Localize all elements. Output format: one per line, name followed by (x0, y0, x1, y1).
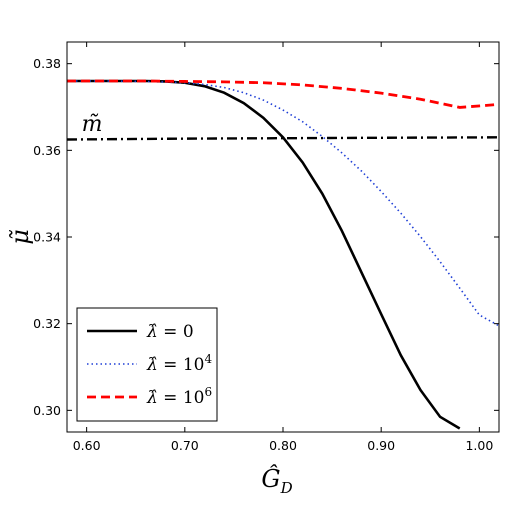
x-tick-label: 1.00 (465, 438, 493, 453)
series-line-1 (67, 80, 499, 327)
legend-label: λ̂ = 0 (146, 322, 194, 342)
series-line-2 (67, 79, 499, 109)
y-tick-label: 0.36 (33, 143, 61, 158)
y-axis-label: μ̃ (6, 229, 34, 245)
legend-label: λ̂ = 106 (146, 385, 212, 408)
y-tick-label: 0.38 (33, 56, 61, 71)
y-tick-label: 0.30 (33, 403, 61, 418)
legend-box (76, 307, 218, 422)
legend-label: λ̂ = 104 (146, 352, 212, 375)
y-tick-label: 0.32 (33, 316, 61, 331)
x-tick-label: 0.60 (73, 438, 101, 453)
x-tick-label: 0.80 (269, 438, 297, 453)
y-tick-label: 0.34 (33, 230, 61, 245)
x-tick-label: 0.90 (367, 438, 395, 453)
x-tick-label: 0.70 (171, 438, 199, 453)
x-axis-label: ĜD (261, 464, 292, 497)
annotation-m-tilde: m̃ (82, 112, 103, 137)
